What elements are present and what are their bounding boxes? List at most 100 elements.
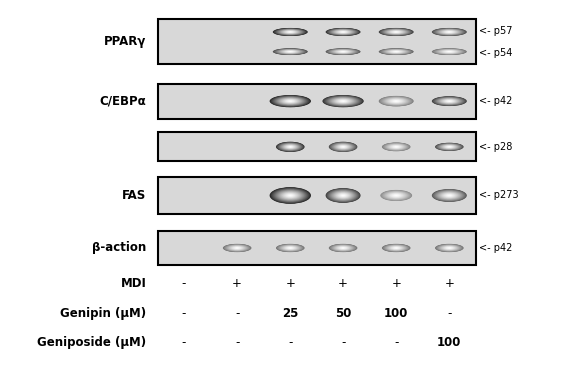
Ellipse shape (277, 244, 303, 252)
Text: +: + (232, 277, 242, 291)
Ellipse shape (386, 98, 406, 104)
Ellipse shape (342, 247, 345, 249)
Ellipse shape (342, 195, 343, 196)
Ellipse shape (434, 190, 465, 201)
Ellipse shape (285, 247, 295, 249)
Text: <- p42: <- p42 (479, 243, 512, 253)
Ellipse shape (332, 191, 354, 200)
Ellipse shape (275, 49, 306, 54)
Text: +: + (338, 277, 348, 291)
Ellipse shape (328, 28, 358, 35)
Ellipse shape (439, 50, 459, 54)
Ellipse shape (441, 99, 458, 103)
Ellipse shape (432, 189, 467, 202)
Text: -: - (288, 336, 292, 349)
Ellipse shape (283, 193, 298, 198)
Ellipse shape (273, 28, 308, 36)
Ellipse shape (437, 29, 461, 35)
Ellipse shape (276, 97, 305, 105)
Ellipse shape (278, 244, 303, 252)
Ellipse shape (278, 142, 303, 151)
Ellipse shape (442, 145, 457, 149)
Ellipse shape (390, 99, 403, 103)
Ellipse shape (439, 30, 460, 34)
Ellipse shape (274, 189, 306, 202)
Ellipse shape (270, 187, 310, 203)
Ellipse shape (434, 97, 465, 105)
Ellipse shape (335, 144, 351, 150)
Ellipse shape (443, 99, 455, 103)
Ellipse shape (441, 30, 458, 34)
Ellipse shape (394, 31, 399, 33)
Ellipse shape (387, 50, 405, 53)
Ellipse shape (383, 49, 410, 54)
Ellipse shape (287, 51, 294, 53)
Ellipse shape (327, 49, 359, 55)
Ellipse shape (342, 101, 345, 102)
Ellipse shape (444, 247, 454, 249)
Ellipse shape (434, 49, 465, 55)
Ellipse shape (339, 145, 347, 148)
Ellipse shape (437, 191, 461, 200)
Ellipse shape (386, 245, 406, 251)
Ellipse shape (340, 247, 346, 249)
Ellipse shape (387, 245, 406, 251)
Ellipse shape (394, 194, 399, 196)
Ellipse shape (336, 144, 351, 150)
Ellipse shape (389, 145, 403, 149)
Ellipse shape (395, 101, 397, 102)
Ellipse shape (329, 97, 358, 105)
Ellipse shape (336, 50, 351, 53)
Ellipse shape (279, 98, 302, 105)
Ellipse shape (381, 49, 412, 55)
Ellipse shape (432, 28, 466, 36)
Ellipse shape (226, 245, 248, 251)
Ellipse shape (337, 145, 349, 149)
Text: -: - (341, 336, 345, 349)
Ellipse shape (436, 143, 463, 151)
Ellipse shape (329, 244, 358, 252)
Ellipse shape (388, 144, 404, 149)
Ellipse shape (387, 144, 405, 149)
Ellipse shape (437, 143, 462, 151)
Ellipse shape (333, 144, 352, 150)
Ellipse shape (279, 98, 301, 104)
Ellipse shape (386, 30, 406, 34)
Ellipse shape (338, 247, 348, 249)
Ellipse shape (279, 143, 302, 151)
Ellipse shape (336, 99, 351, 103)
Ellipse shape (436, 97, 463, 105)
Ellipse shape (381, 49, 412, 54)
Ellipse shape (327, 189, 359, 202)
Ellipse shape (433, 49, 466, 55)
Ellipse shape (391, 100, 401, 103)
Ellipse shape (383, 49, 409, 54)
Ellipse shape (284, 145, 297, 149)
Ellipse shape (288, 194, 292, 196)
Ellipse shape (339, 194, 347, 197)
Ellipse shape (448, 101, 451, 102)
Ellipse shape (341, 146, 345, 147)
Ellipse shape (284, 144, 297, 149)
Ellipse shape (435, 49, 463, 54)
Ellipse shape (439, 98, 460, 104)
Ellipse shape (439, 245, 460, 251)
Ellipse shape (332, 143, 354, 151)
Ellipse shape (284, 145, 296, 149)
Ellipse shape (334, 144, 352, 150)
Ellipse shape (433, 189, 466, 202)
Ellipse shape (328, 96, 358, 106)
Text: C/EBPα: C/EBPα (100, 95, 146, 108)
Ellipse shape (341, 146, 346, 148)
Ellipse shape (280, 50, 300, 54)
Ellipse shape (328, 189, 358, 202)
Ellipse shape (437, 245, 461, 251)
Ellipse shape (382, 49, 410, 54)
Ellipse shape (288, 247, 292, 249)
Ellipse shape (386, 98, 406, 104)
Ellipse shape (283, 50, 297, 53)
Ellipse shape (333, 143, 354, 151)
Ellipse shape (273, 96, 307, 106)
Ellipse shape (385, 98, 407, 105)
Ellipse shape (446, 247, 452, 249)
